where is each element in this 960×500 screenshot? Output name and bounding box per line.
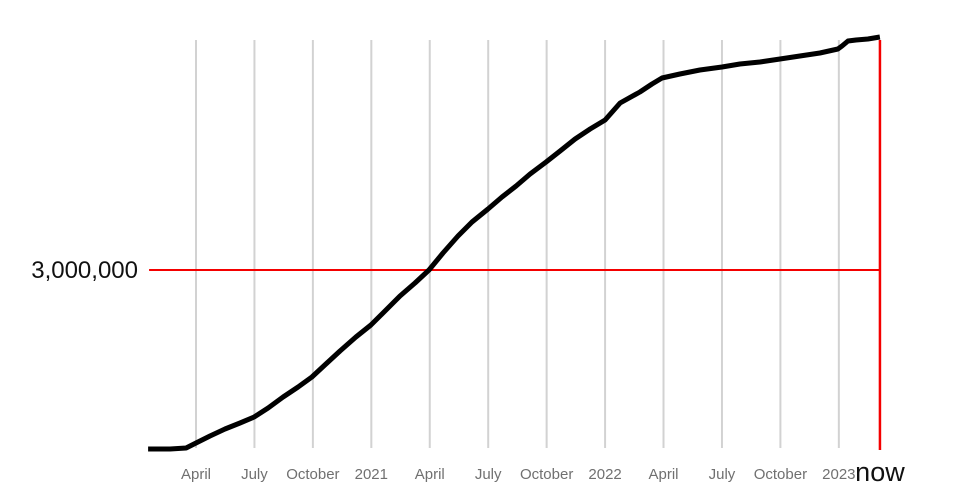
x-tick-label: 2023	[822, 466, 855, 483]
x-tick-label: April	[415, 466, 445, 483]
reference-value-label: 3,000,000	[31, 257, 138, 284]
x-tick-label: 2021	[355, 466, 388, 483]
now-label: now	[855, 457, 905, 487]
x-tick-label: July	[709, 466, 736, 483]
x-tick-label: July	[475, 466, 502, 483]
series-line-cumulative-count	[148, 34, 881, 452]
x-tick-label: October	[520, 466, 573, 483]
x-tick-label: October	[754, 466, 807, 483]
x-tick-label: April	[181, 466, 211, 483]
x-tick-label: July	[241, 466, 268, 483]
x-tick-label: October	[286, 466, 339, 483]
x-tick-label: 2022	[588, 466, 621, 483]
x-tick-label: April	[649, 466, 679, 483]
